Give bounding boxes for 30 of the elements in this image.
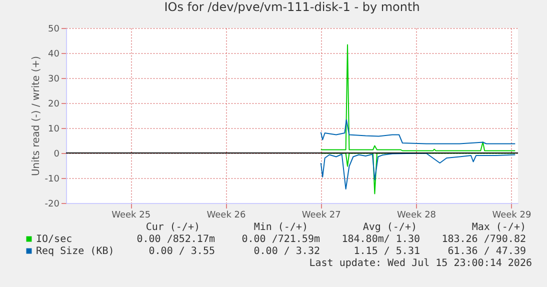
x-tick-label: Week 25 <box>112 210 151 220</box>
y-tick-label: 40 <box>48 50 60 60</box>
x-tick-label: Week 28 <box>397 210 436 220</box>
y-tick-label: 50 <box>48 24 60 34</box>
text: 0.00 /852.17m <box>136 234 215 245</box>
text: 1.15 / 5.31 <box>354 246 420 257</box>
text: Last update: Wed Jul 15 23:00:14 2026 <box>309 258 532 269</box>
text: 61.36 / 47.39 <box>448 246 526 257</box>
text: 184.80m/ 1.30 <box>342 234 420 245</box>
y-axis-title: Units read (-) / write (+) <box>30 56 42 176</box>
y-tick-label: -20 <box>44 200 60 210</box>
text: Cur (-/+) <box>146 222 200 233</box>
text: 0.00 / 3.32 <box>254 246 320 257</box>
y-tick-label: 30 <box>48 74 60 84</box>
text: Avg (-/+) <box>362 222 417 233</box>
y-tick-label: 20 <box>48 100 60 110</box>
x-tick-label: Week 27 <box>302 210 341 220</box>
text: 0.00 /721.59m <box>242 234 320 245</box>
y-tick-label: 10 <box>48 124 60 134</box>
x-tick-label: Week 26 <box>206 210 246 220</box>
text: Max (-/+) <box>472 222 526 233</box>
y-tick-label: 0 <box>54 150 60 160</box>
y-tick-label: -10 <box>44 174 60 184</box>
x-tick-label: Week 29 <box>492 210 532 220</box>
text: 0.00 / 3.55 <box>148 246 215 257</box>
legend-label: IO/sec <box>36 234 72 245</box>
text: 183.26 /790.82 <box>442 234 526 245</box>
chart-title: IOs for /dev/pve/vm-111-disk-1 - by month <box>164 0 420 14</box>
text: Min (-/+) <box>254 222 308 233</box>
legend-label: Req Size (KB) <box>36 246 114 257</box>
